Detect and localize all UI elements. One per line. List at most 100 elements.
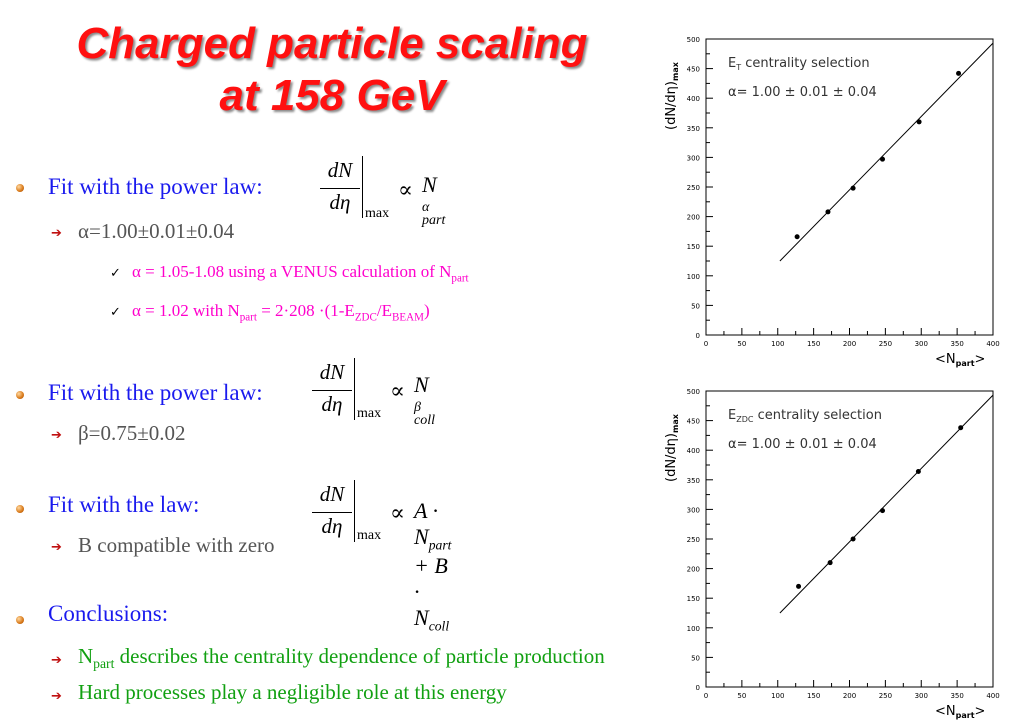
formula-max: max xyxy=(357,528,382,543)
data-point xyxy=(850,536,856,542)
y-tick-label: 300 xyxy=(687,154,700,162)
formula-numerator: dN xyxy=(327,158,353,182)
fit-line xyxy=(779,394,994,614)
x-tick-label: 350 xyxy=(950,692,963,700)
data-point xyxy=(880,156,886,162)
bullet-icon xyxy=(16,184,24,192)
data-point xyxy=(796,583,802,589)
y-tick-label: 150 xyxy=(687,595,700,603)
formula-denominator: dη xyxy=(321,392,343,416)
fraction-bar xyxy=(312,390,352,391)
legend-label: ET centrality selection xyxy=(728,56,870,72)
y-tick-label: 500 xyxy=(687,36,700,44)
x-tick-label: 150 xyxy=(807,692,820,700)
propto-symbol: ∝ xyxy=(390,378,405,403)
x-tick-label: 100 xyxy=(771,340,784,348)
fit-result-label: α= 1.00 ± 0.01 ± 0.04 xyxy=(728,85,877,100)
x-tick-label: 300 xyxy=(915,692,928,700)
y-tick-label: 450 xyxy=(687,66,700,74)
data-point xyxy=(880,508,886,514)
y-tick-label: 100 xyxy=(687,625,700,633)
x-tick-label: 350 xyxy=(950,340,963,348)
legend-label: EZDC centrality selection xyxy=(728,408,882,424)
x-axis-label: <Npart> xyxy=(935,352,985,368)
conclusion-item-2: Hard processes play a negligible role at… xyxy=(78,680,507,704)
formula-max: max xyxy=(357,406,382,421)
y-tick-label: 100 xyxy=(687,273,700,281)
check-item-2: α = 1.02 with Npart = 2·208 ·(1-EZDC/EBE… xyxy=(132,301,430,324)
x-tick-label: 0 xyxy=(704,692,708,700)
fraction-bar xyxy=(312,512,352,513)
data-point xyxy=(825,209,831,215)
y-tick-label: 200 xyxy=(687,566,700,574)
section-1-heading: Fit with the power law: xyxy=(48,174,263,199)
data-point xyxy=(850,185,856,191)
x-tick-label: 300 xyxy=(915,340,928,348)
y-tick-label: 350 xyxy=(687,477,700,485)
y-tick-label: 150 xyxy=(687,243,700,251)
data-point xyxy=(958,425,964,431)
propto-symbol: ∝ xyxy=(398,177,413,202)
y-tick-label: 250 xyxy=(687,536,700,544)
arrow-icon: ➔ xyxy=(51,226,62,241)
arrow-icon: ➔ xyxy=(51,540,62,555)
fit-line xyxy=(779,42,994,262)
x-tick-label: 150 xyxy=(807,340,820,348)
y-tick-label: 250 xyxy=(687,184,700,192)
x-tick-label: 400 xyxy=(986,692,999,700)
x-tick-label: 50 xyxy=(737,340,746,348)
data-point xyxy=(915,469,921,475)
slide-title: Charged particle scaling at 158 GeV xyxy=(0,18,664,122)
plot-frame xyxy=(705,390,994,688)
arrow-icon: ➔ xyxy=(51,653,62,668)
title-line-1: Charged particle scaling xyxy=(76,19,588,68)
section-2-sub: β=0.75±0.02 xyxy=(78,421,186,445)
section-4-heading: Conclusions: xyxy=(48,601,169,626)
x-tick-label: 250 xyxy=(879,340,892,348)
arrow-icon: ➔ xyxy=(51,689,62,704)
plot-ezdc-selection: 0 50 100 150 200 250 300 350 400 0 50 100 150 200 250 3… xyxy=(664,388,1000,720)
check-icon: ✓ xyxy=(110,266,121,281)
x-axis-label: <Npart> xyxy=(935,704,985,720)
propto-symbol: ∝ xyxy=(390,500,405,525)
x-tick-label: 100 xyxy=(771,692,784,700)
bullet-icon xyxy=(16,616,24,624)
x-tick-label: 200 xyxy=(843,340,856,348)
formula-denominator: dη xyxy=(329,190,351,214)
title-line-2: at 158 GeV xyxy=(219,71,445,120)
y-tick-label: 0 xyxy=(696,332,700,340)
data-point xyxy=(916,119,922,125)
x-tick-label: 0 xyxy=(704,340,708,348)
y-axis-label: (dN/dη)max xyxy=(664,61,680,130)
y-axis-label: (dN/dη)max xyxy=(664,413,680,482)
section-3-sub: B compatible with zero xyxy=(78,533,275,557)
conclusion-item-1: Npart describes the centrality dependenc… xyxy=(78,644,605,672)
bullet-icon xyxy=(16,391,24,399)
section-3-heading: Fit with the law: xyxy=(48,492,200,517)
section-1-sub: α=1.00±0.01±0.04 xyxy=(78,219,235,243)
formula-denominator: dη xyxy=(321,514,343,538)
y-tick-label: 400 xyxy=(687,447,700,455)
check-item-1: α = 1.05-1.08 using a VENUS calculation … xyxy=(132,262,469,285)
data-point xyxy=(956,70,962,76)
y-tick-label: 50 xyxy=(691,654,700,662)
y-tick-label: 50 xyxy=(691,302,700,310)
bullet-icon xyxy=(16,505,24,513)
y-tick-label: 300 xyxy=(687,506,700,514)
y-tick-label: 350 xyxy=(687,125,700,133)
evaluation-bar xyxy=(362,156,363,218)
y-tick-label: 500 xyxy=(687,388,700,396)
data-point xyxy=(794,234,800,240)
evaluation-bar xyxy=(354,480,355,542)
x-tick-label: 400 xyxy=(986,340,999,348)
arrow-icon: ➔ xyxy=(51,428,62,443)
y-tick-label: 450 xyxy=(687,418,700,426)
y-tick-label: 0 xyxy=(696,684,700,692)
data-point xyxy=(827,560,833,566)
y-tick-label: 200 xyxy=(687,214,700,222)
x-tick-label: 250 xyxy=(879,692,892,700)
plot-frame xyxy=(705,38,994,336)
formula-numerator: dN xyxy=(319,482,345,506)
